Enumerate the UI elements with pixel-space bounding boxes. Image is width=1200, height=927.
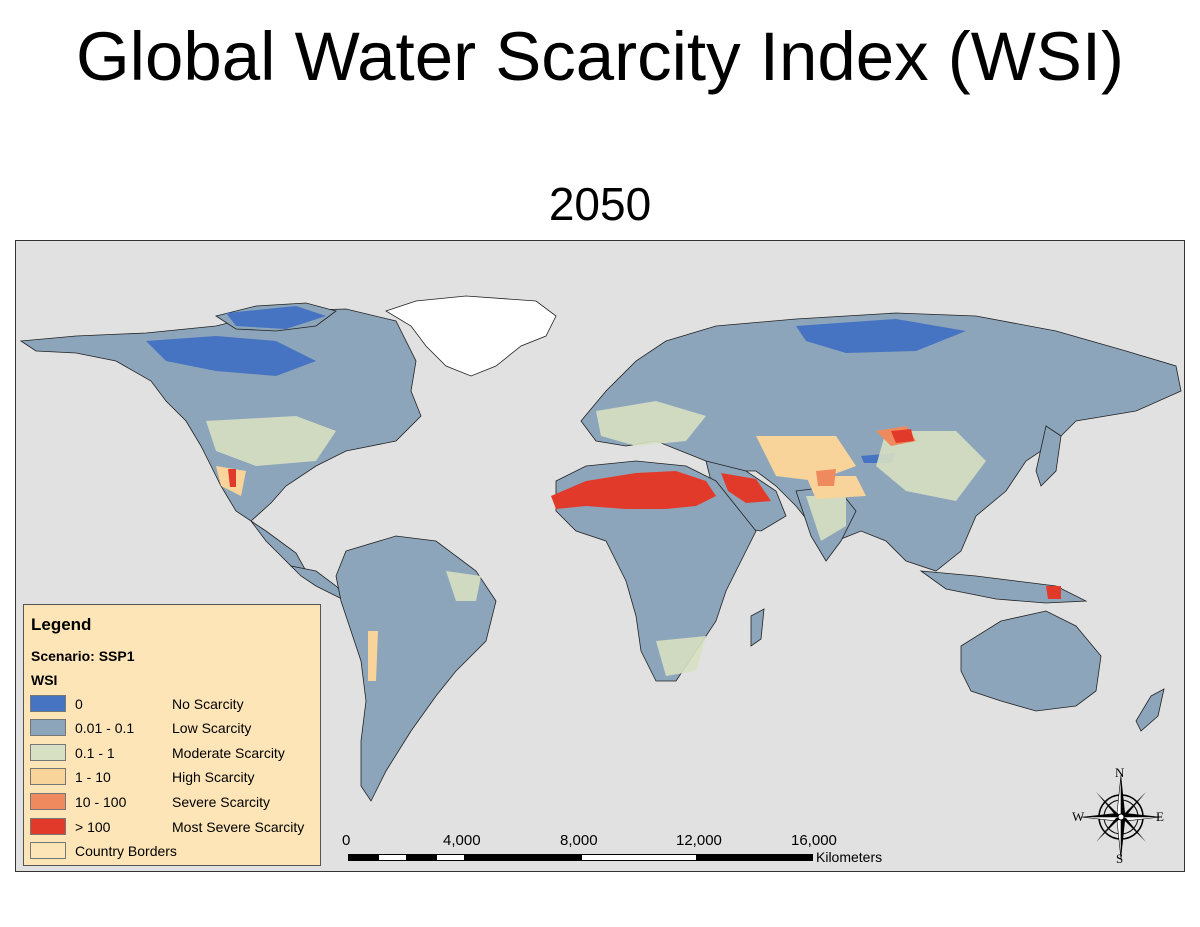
legend-item: 1 - 10 High Scarcity (30, 767, 320, 787)
madagascar-landmass (750, 608, 765, 647)
world-map (19, 295, 1182, 802)
legend-range: > 100 (75, 819, 111, 835)
high-scarcity-andes (368, 631, 378, 681)
legend-scenario: Scenario: SSP1 (31, 648, 135, 664)
most-severe-scarcity-mexico (228, 469, 236, 487)
north-arrow: N S W E (1068, 765, 1168, 866)
legend-title: Legend (31, 615, 92, 634)
scale-tick: 8,000 (560, 832, 598, 849)
legend-range: 10 - 100 (75, 794, 127, 810)
new-zealand-landmass (1135, 688, 1165, 732)
scale-tick: 0 (342, 832, 351, 849)
no-scarcity-canada (146, 336, 316, 376)
legend-label: Low Scarcity (172, 720, 252, 736)
legend-range: 0.01 - 0.1 (75, 720, 135, 736)
most-severe-scarcity-new-guinea (1046, 586, 1061, 599)
legend-label: High Scarcity (172, 769, 255, 785)
legend-swatch (30, 818, 66, 835)
legend-item: > 100 Most Severe Scarcity (30, 817, 320, 837)
legend-swatch (30, 695, 66, 712)
compass-north-label: N (1115, 765, 1125, 780)
compass-south-label: S (1116, 851, 1124, 866)
legend-range: 1 - 10 (75, 769, 111, 785)
australia-landmass (960, 610, 1102, 712)
scale-segment (348, 854, 378, 861)
moderate-scarcity-europe (596, 401, 706, 446)
legend-label: Severe Scarcity (172, 794, 271, 810)
moderate-scarcity-china (876, 431, 986, 501)
legend-label: Most Severe Scarcity (172, 819, 305, 835)
legend-item: Country Borders (30, 841, 320, 861)
scale-segment (407, 854, 436, 861)
compass-east-label: E (1156, 809, 1164, 824)
scale-tick: 16,000 (791, 832, 837, 849)
japan-landmass (1035, 425, 1062, 487)
most-severe-scarcity-sahara (551, 471, 716, 509)
compass-rose-icon (1080, 774, 1162, 860)
legend-item: 0 No Scarcity (30, 694, 320, 714)
moderate-scarcity-brazil (446, 571, 481, 601)
high-scarcity-south-asia (806, 476, 866, 499)
scale-segment (378, 854, 407, 861)
legend-label: Moderate Scarcity (172, 745, 285, 761)
most-severe-scarcity-china (891, 429, 914, 443)
legend-range: Country Borders (75, 843, 177, 859)
legend-item: 0.1 - 1 Moderate Scarcity (30, 743, 320, 763)
no-scarcity-siberia (796, 319, 966, 353)
legend-range: 0.1 - 1 (75, 745, 115, 761)
scale-bar: 0 4,000 8,000 12,000 16,000 Kilometers (340, 832, 900, 872)
legend-swatch (30, 744, 66, 761)
greenland-landmass (385, 295, 557, 377)
south-america-landmass (335, 535, 497, 802)
scale-unit: Kilometers (816, 849, 883, 865)
map-title: Global Water Scarcity Index (WSI) (75, 18, 1125, 95)
map-legend: Legend Scenario: SSP1 WSI 0 No Scarcity … (23, 604, 321, 866)
legend-swatch (30, 719, 66, 736)
no-scarcity-arctic-islands (226, 306, 326, 329)
legend-swatch (30, 793, 66, 810)
legend-range: 0 (75, 696, 83, 712)
scale-segment (465, 854, 581, 861)
most-severe-scarcity-arabia (721, 473, 771, 503)
scale-segment (436, 854, 465, 861)
legend-label: No Scarcity (172, 696, 244, 712)
scale-segment (581, 854, 697, 861)
scale-tick: 4,000 (443, 832, 481, 849)
map-year: 2050 (548, 178, 652, 230)
moderate-scarcity-south-africa (656, 636, 706, 676)
legend-item: 0.01 - 0.1 Low Scarcity (30, 718, 320, 738)
indonesia-landmass (919, 570, 1088, 604)
legend-item: 10 - 100 Severe Scarcity (30, 792, 320, 812)
compass-west-label: W (1072, 809, 1085, 824)
legend-swatch (30, 768, 66, 785)
moderate-scarcity-usa (206, 416, 336, 466)
legend-field: WSI (31, 672, 58, 688)
scale-tick: 12,000 (676, 832, 722, 849)
scale-segment (697, 854, 813, 861)
moderate-scarcity-india (806, 496, 846, 541)
severe-scarcity-pakistan (816, 469, 836, 486)
legend-swatch (30, 842, 66, 859)
